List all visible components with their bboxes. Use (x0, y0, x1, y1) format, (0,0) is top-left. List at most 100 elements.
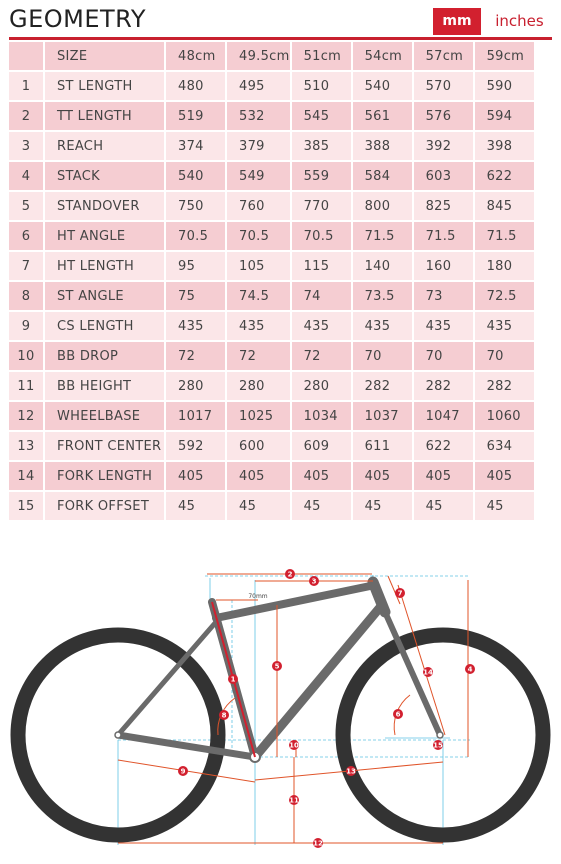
row-number: 2 (9, 102, 43, 130)
table-header-row: SIZE 48cm 49.5cm 51cm 54cm 57cm 59cm (9, 42, 534, 70)
table-cell: 1017 (166, 402, 225, 430)
table-cell: 405 (291, 462, 351, 490)
table-cell: 45 (352, 492, 412, 520)
table-cell: 549 (227, 162, 290, 190)
table-cell: 495 (227, 72, 290, 100)
table-cell: 72 (166, 342, 225, 370)
column-header: 48cm (166, 42, 225, 70)
svg-text:4: 4 (468, 666, 473, 674)
bike-geometry-diagram: 1 2 3 4 5 6 7 8 9 10 11 12 13 14 15 70mm (10, 569, 551, 848)
row-number: 15 (9, 492, 43, 520)
table-cell: 405 (352, 462, 412, 490)
table-cell: 1025 (227, 402, 290, 430)
table-cell: 75 (166, 282, 225, 310)
table-cell: 71.5 (413, 222, 473, 250)
table-cell: 180 (474, 252, 534, 280)
table-cell: 405 (166, 462, 225, 490)
column-header: 54cm (352, 42, 412, 70)
table-cell: 115 (291, 252, 351, 280)
table-row: 4 STACK 540 549 559 584 603 622 (9, 162, 534, 190)
table-cell: 45 (227, 492, 290, 520)
table-cell: 540 (352, 72, 412, 100)
table-cell: 435 (291, 312, 351, 340)
table-cell: 374 (166, 132, 225, 160)
table-cell: 70 (352, 342, 412, 370)
row-label: TT LENGTH (45, 102, 164, 130)
table-row: 14 FORK LENGTH 405 405 405 405 405 405 (9, 462, 534, 490)
callouts: 1 2 3 4 5 6 7 8 9 10 11 12 13 14 15 (178, 569, 475, 848)
table-cell: 105 (227, 252, 290, 280)
row-label: ST LENGTH (45, 72, 164, 100)
table-cell: 845 (474, 192, 534, 220)
table-row: 11 BB HEIGHT 280 280 280 282 282 282 (9, 372, 534, 400)
svg-text:9: 9 (181, 768, 186, 776)
table-row: 8 ST ANGLE 75 74.5 74 73.5 73 72.5 (9, 282, 534, 310)
unit-mm-button[interactable]: mm (433, 8, 481, 35)
page-title: GEOMETRY (9, 5, 146, 33)
table-cell: 760 (227, 192, 290, 220)
row-label: WHEELBASE (45, 402, 164, 430)
row-label: CS LENGTH (45, 312, 164, 340)
table-cell: 570 (413, 72, 473, 100)
table-cell: 282 (352, 372, 412, 400)
svg-text:2: 2 (288, 571, 293, 579)
table-cell: 770 (291, 192, 351, 220)
table-cell: 379 (227, 132, 290, 160)
table-row: 5 STANDOVER 750 760 770 800 825 845 (9, 192, 534, 220)
table-cell: 1060 (474, 402, 534, 430)
table-cell: 825 (413, 192, 473, 220)
table-cell: 72 (291, 342, 351, 370)
table-row: 1 ST LENGTH 480 495 510 540 570 590 (9, 72, 534, 100)
table-cell: 72 (227, 342, 290, 370)
row-label: FORK OFFSET (45, 492, 164, 520)
row-number: 8 (9, 282, 43, 310)
svg-text:5: 5 (275, 663, 280, 671)
table-cell: 73 (413, 282, 473, 310)
front-wheel (335, 627, 551, 843)
table-cell: 545 (291, 102, 351, 130)
table-cell: 592 (166, 432, 225, 460)
table-cell: 800 (352, 192, 412, 220)
table-cell: 576 (413, 102, 473, 130)
header-num-cell (9, 42, 43, 70)
table-cell: 280 (166, 372, 225, 400)
column-header: 57cm (413, 42, 473, 70)
svg-text:3: 3 (312, 578, 317, 586)
seatpost-label: 70mm (248, 593, 267, 600)
table-cell: 73.5 (352, 282, 412, 310)
table-cell: 70 (474, 342, 534, 370)
row-number: 12 (9, 402, 43, 430)
table-cell: 1037 (352, 402, 412, 430)
table-cell: 74.5 (227, 282, 290, 310)
table-row: 13 FRONT CENTER 592 600 609 611 622 634 (9, 432, 534, 460)
row-number: 1 (9, 72, 43, 100)
table-cell: 611 (352, 432, 412, 460)
row-label: ST ANGLE (45, 282, 164, 310)
table-cell: 71.5 (474, 222, 534, 250)
row-number: 6 (9, 222, 43, 250)
geometry-table: SIZE 48cm 49.5cm 51cm 54cm 57cm 59cm 1 ST LENGTH… (7, 40, 536, 522)
table-cell: 74 (291, 282, 351, 310)
unit-inches-button[interactable]: inches (495, 12, 544, 30)
table-cell: 405 (474, 462, 534, 490)
table-cell: 540 (166, 162, 225, 190)
table-cell: 405 (413, 462, 473, 490)
table-row: 12 WHEELBASE 1017 1025 1034 1037 1047 1060 (9, 402, 534, 430)
svg-text:12: 12 (313, 840, 323, 848)
row-label: STANDOVER (45, 192, 164, 220)
svg-text:13: 13 (346, 768, 356, 776)
row-number: 10 (9, 342, 43, 370)
table-cell: 480 (166, 72, 225, 100)
svg-text:1: 1 (231, 676, 236, 684)
table-cell: 280 (291, 372, 351, 400)
table-cell: 622 (474, 162, 534, 190)
row-number: 3 (9, 132, 43, 160)
row-number: 7 (9, 252, 43, 280)
table-cell: 622 (413, 432, 473, 460)
row-label: FRONT CENTER (45, 432, 164, 460)
table-cell: 70 (413, 342, 473, 370)
column-header: 59cm (474, 42, 534, 70)
table-row: 7 HT LENGTH 95 105 115 140 160 180 (9, 252, 534, 280)
svg-text:14: 14 (423, 669, 433, 677)
svg-text:10: 10 (289, 742, 299, 750)
